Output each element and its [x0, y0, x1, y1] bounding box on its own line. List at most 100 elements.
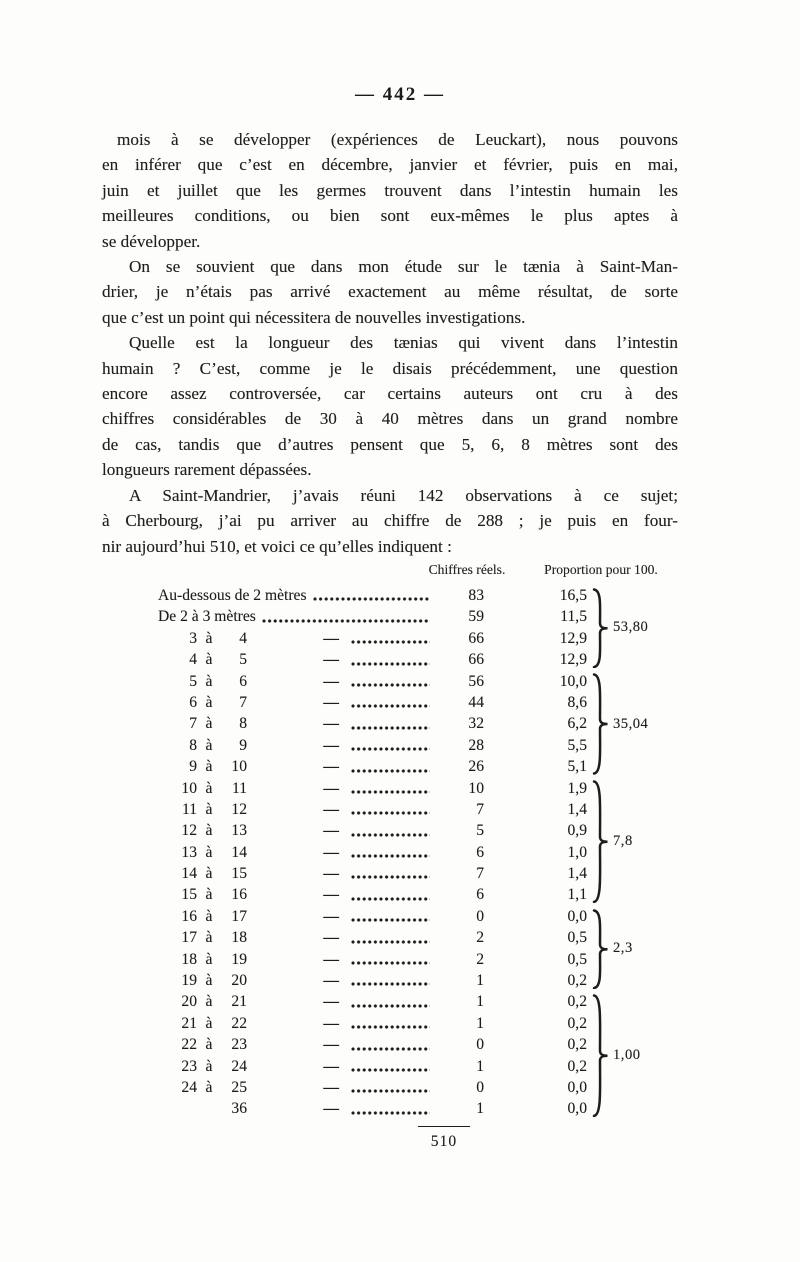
proportion-value: 1,0	[567, 843, 588, 861]
proportion-value: 1,9	[567, 779, 588, 797]
row-label-area: 12 à 13 —	[155, 820, 432, 841]
count-value: 6	[476, 886, 484, 904]
count-value: 26	[468, 758, 484, 776]
range-conjunction: à	[205, 907, 213, 925]
row-label-area: 23 à 24 —	[155, 1056, 432, 1077]
proportion-value: 0,0	[567, 1078, 588, 1096]
dot-leader	[351, 661, 430, 666]
group-proportion-value: 7,8	[613, 833, 633, 850]
range-from: 21	[181, 1014, 197, 1032]
range-to: 21	[231, 993, 247, 1011]
ditto-dash: —	[323, 950, 339, 968]
dot-leader	[351, 961, 430, 966]
text-line: en inférer que c’est en décembre, janvie…	[102, 155, 678, 175]
range-conjunction: à	[205, 993, 213, 1011]
count-value: 6	[476, 843, 484, 861]
range-from: 4	[189, 651, 197, 669]
range-to: 5	[239, 651, 247, 669]
text-line: A Saint-Mandrier, j’avais réuni 142 obse…	[129, 485, 678, 505]
range-conjunction: à	[205, 651, 213, 669]
range-from: 13	[181, 843, 197, 861]
table-row: 8 à 9 — 28 5,5	[155, 735, 675, 756]
ditto-dash: —	[323, 800, 339, 818]
ditto-dash: —	[323, 779, 339, 797]
range-to: 15	[231, 865, 247, 883]
dot-leader	[351, 1003, 430, 1008]
row-label-area: 13 à 14 —	[155, 842, 432, 863]
text-line: à Cherbourg, j’ai pu arriver au chiffre …	[102, 511, 678, 531]
table-row: 23 à 24 — 1 0,2	[155, 1056, 675, 1077]
range-conjunction: à	[205, 779, 213, 797]
row-label-area: 5 à 6 —	[155, 671, 432, 692]
ditto-dash: —	[323, 843, 339, 861]
count-value: 56	[468, 672, 484, 690]
range-from: 7	[189, 715, 197, 733]
dot-leader	[351, 1110, 430, 1115]
dot-leader	[351, 725, 430, 730]
column-header-proportion: Proportion pour 100.	[544, 562, 658, 577]
ditto-dash: —	[323, 972, 339, 990]
range-conjunction: à	[205, 693, 213, 711]
range-to: 9	[239, 736, 247, 754]
ditto-dash: —	[323, 651, 339, 669]
range-from: 10	[181, 779, 197, 797]
table-row: 3 à 4 — 66 12,9	[155, 628, 675, 649]
proportion-value: 6,2	[567, 715, 588, 733]
dot-leader	[261, 618, 430, 623]
count-value: 0	[476, 1036, 484, 1054]
count-value: 83	[468, 587, 484, 604]
text-line: nir aujourd’hui 510, et voici ce qu’elle…	[102, 536, 452, 556]
text-line: meilleures conditions, ou bien sont eux-…	[102, 206, 678, 226]
table-row: 16 à 17 — 0 0,0	[155, 906, 675, 927]
text-line: chiffres considérables de 30 à 40 mètres…	[102, 409, 678, 429]
row-label-area: 3 à 4 —	[155, 628, 432, 649]
range-to: 11	[231, 779, 247, 797]
proportion-value: 1,1	[567, 886, 588, 904]
range-conjunction: à	[205, 1078, 213, 1096]
range-conjunction: à	[205, 672, 213, 690]
ditto-dash: —	[323, 715, 339, 733]
table-row: 11 à 12 — 7 1,4	[155, 799, 675, 820]
row-label-area: 36 —	[155, 1098, 432, 1119]
count-value: 0	[476, 1078, 484, 1096]
table-row: 24 à 25 — 0 0,0	[155, 1077, 675, 1098]
dot-leader	[351, 682, 430, 687]
count-value: 7	[476, 800, 484, 818]
range-to: 12	[231, 800, 247, 818]
proportion-value: 0,5	[567, 950, 588, 968]
table-row: 5 à 6 — 56 10,0	[155, 671, 675, 692]
range-from: 8	[189, 736, 197, 754]
row-label-area: 15 à 16 —	[155, 884, 432, 905]
count-value: 1	[476, 1100, 484, 1118]
ditto-dash: —	[323, 865, 339, 883]
count-value: 44	[468, 693, 484, 711]
ditto-dash: —	[323, 1036, 339, 1054]
total-value: 510	[430, 1133, 458, 1150]
count-value: 5	[476, 822, 484, 840]
text-line: drier, je n’étais pas arrivé exactement …	[102, 282, 678, 302]
count-value: 1	[476, 993, 484, 1011]
ditto-dash: —	[323, 1078, 339, 1096]
paragraph: A Saint-Mandrier, j’avais réuni 142 obse…	[102, 483, 678, 559]
row-label-area: 16 à 17 —	[155, 906, 432, 927]
proportion-value: 0,2	[567, 993, 588, 1011]
range-to: 10	[231, 758, 247, 776]
row-label: De 2 à 3 mètres	[158, 608, 256, 626]
text-line: encore assez controversée, car certains …	[102, 384, 678, 404]
row-label-area: 21 à 22 —	[155, 1013, 432, 1034]
range-from: 9	[189, 758, 197, 776]
dot-leader	[351, 1025, 430, 1030]
group-proportion-value: 2,3	[613, 940, 633, 957]
proportion-value: 5,5	[567, 736, 588, 754]
ditto-dash: —	[323, 993, 339, 1011]
proportion-value: 0,2	[567, 1057, 588, 1075]
range-conjunction: à	[205, 950, 213, 968]
text-line: juin et juillet que les germes trouvent …	[102, 180, 678, 200]
text-line: se développer.	[102, 231, 201, 251]
table-row: 17 à 18 — 2 0,5	[155, 927, 675, 948]
count-value: 7	[476, 865, 484, 883]
table-row: 10 à 11 — 10 1,9	[155, 778, 675, 799]
range-to: 13	[231, 822, 247, 840]
